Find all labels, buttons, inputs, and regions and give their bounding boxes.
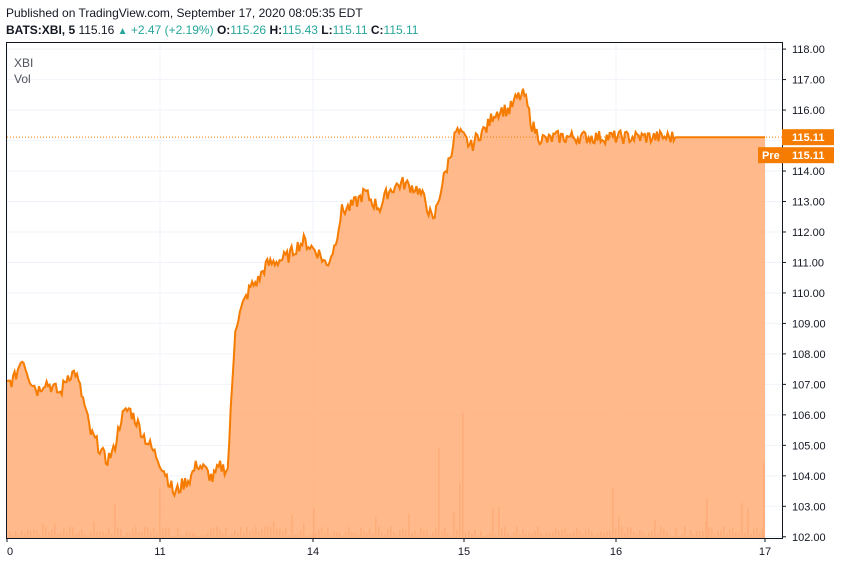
y-tick-label: 118.00 <box>792 44 825 56</box>
y-tick-label: 105.00 <box>792 440 826 452</box>
x-tick-label: 14 <box>307 546 319 558</box>
time-axis[interactable]: 0 11 14 15 16 17 <box>6 538 771 558</box>
price-axis[interactable]: 118.00117.00116.00115.00114.00113.00112.… <box>782 44 826 544</box>
legend-volume: Vol <box>14 72 31 86</box>
x-tick-label: 17 <box>759 546 771 558</box>
y-tick-label: 111.00 <box>792 257 824 269</box>
quote-line: BATS:XBI, 5 115.16 ▲ +2.47 (+2.19%) O:11… <box>6 23 418 37</box>
last-price-tag <box>782 129 834 146</box>
high-value: 115.43 <box>282 23 318 37</box>
y-tick-label: 117.00 <box>792 75 825 87</box>
x-tick-label: 15 <box>458 546 470 558</box>
x-tick-label: 16 <box>610 546 622 558</box>
frame-rect <box>6 42 783 539</box>
price-line <box>6 88 765 499</box>
y-tick-label: 109.00 <box>792 318 826 330</box>
last-price: 115.16 <box>78 23 115 37</box>
y-tick-label: 112.00 <box>792 227 825 239</box>
pre-label: Pre <box>762 150 780 162</box>
chart-frame <box>6 42 783 539</box>
y-tick-label: 102.00 <box>792 532 826 544</box>
open-value: 115.26 <box>230 23 267 37</box>
y-tick-label: 107.00 <box>792 379 826 391</box>
price-tags: 115.11 Pre 115.11 <box>758 129 834 164</box>
low-value: 115.11 <box>332 23 368 37</box>
y-tick-label: 106.00 <box>792 410 826 422</box>
low-label: L: <box>321 23 333 37</box>
y-tick-label: 103.00 <box>792 501 826 513</box>
y-tick-label: 114.00 <box>792 166 825 178</box>
close-label: C: <box>370 23 384 37</box>
change-value: +2.47 (+2.19%) <box>130 23 214 37</box>
up-arrow-icon: ▲ <box>117 26 128 37</box>
y-tick-label: 104.00 <box>792 471 826 483</box>
y-tick-label: 108.00 <box>792 349 826 361</box>
legend-symbol: XBI <box>14 56 34 70</box>
y-tick-label: 113.00 <box>792 196 825 208</box>
last-price-tag-text: 115.11 <box>792 132 824 144</box>
y-tick-label: 116.00 <box>792 105 825 117</box>
pre-market-tag <box>758 147 834 164</box>
x-tick-label: 11 <box>154 546 165 558</box>
high-label: H: <box>269 23 283 37</box>
x-tick-label: 0 <box>7 546 13 558</box>
price-area <box>7 88 765 538</box>
y-tick-label: 110.00 <box>792 288 825 300</box>
published-text: Published on TradingView.com, September … <box>6 6 363 20</box>
close-value: 115.11 <box>383 23 419 37</box>
pre-price-tag-text: 115.11 <box>792 150 824 162</box>
open-label: O: <box>216 23 231 37</box>
symbol-label[interactable]: BATS:XBI, 5 <box>6 23 76 37</box>
